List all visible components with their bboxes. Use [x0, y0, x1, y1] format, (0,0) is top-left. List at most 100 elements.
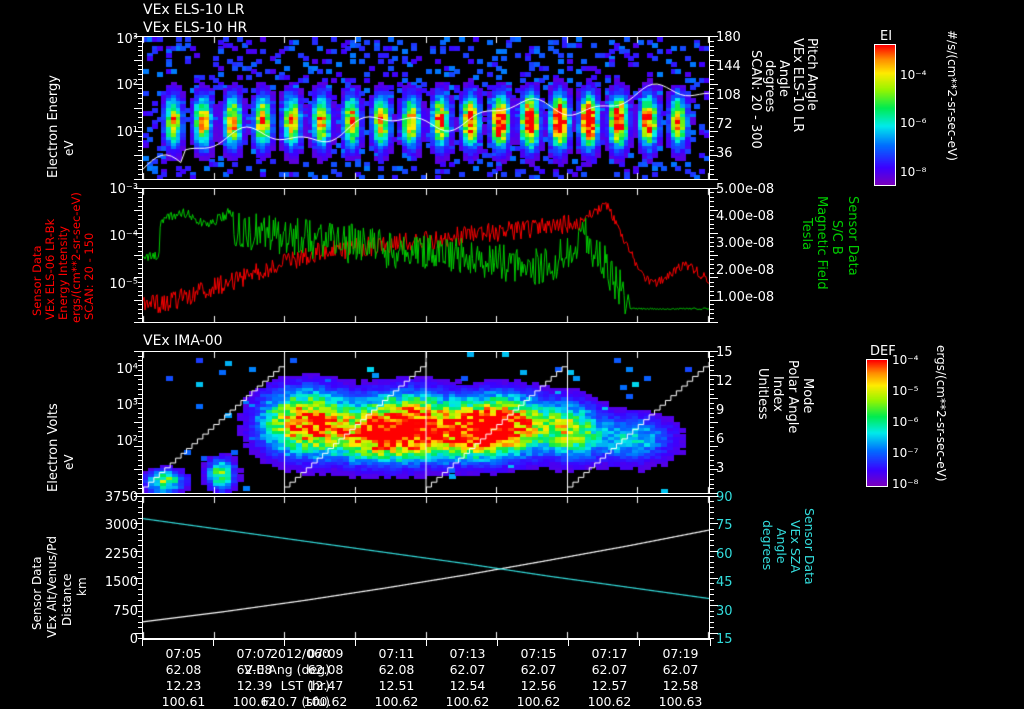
axis-tick: [134, 210, 142, 211]
axis-tick: [138, 304, 142, 305]
axis-tick: [134, 375, 142, 376]
panel3-canvas: [143, 352, 709, 493]
axis-tick: [138, 479, 142, 480]
panel1-right-axis-scan: SCAN: 20 - 300: [748, 50, 763, 149]
axis-tick: [138, 228, 142, 229]
axis-tick: [138, 436, 142, 437]
axis-tick: [710, 417, 714, 418]
axis-tick: [710, 224, 714, 225]
axis-tick: [710, 578, 718, 579]
footer-cell: 62.08: [378, 662, 415, 677]
axis-tick: [138, 594, 142, 595]
panel3-colorbar-gradient: [867, 360, 887, 486]
panel2-y2tick-1: 4.00e-08: [716, 209, 775, 224]
footer-cell: 100.62: [445, 694, 490, 709]
axis-tick: [138, 46, 142, 47]
axis-tick: [710, 246, 714, 247]
panel3-colorbar-tick-2: 10⁻⁶: [892, 415, 919, 429]
axis-tick: [138, 450, 142, 451]
axis-tick: [138, 427, 142, 428]
axis-tick: [138, 567, 142, 568]
axis-tick: [710, 484, 714, 485]
panel4-left-axis-title: Sensor Data: [30, 556, 44, 630]
axis-tick: [710, 413, 714, 414]
axis-tick: [710, 103, 714, 104]
axis-tick: [138, 356, 142, 357]
axis-tick: [710, 501, 714, 502]
axis-tick: [710, 291, 714, 292]
panel1-right-axis-subtitle: VEx ELS-10 LR: [790, 38, 805, 133]
axis-tick: [138, 318, 142, 319]
footer-cell: 12.58: [662, 678, 699, 693]
axis-tick: [710, 465, 714, 466]
axis-tick: [134, 108, 142, 109]
panel1-ytick-2: 10¹: [116, 125, 138, 140]
panel1-y2tick-2: 108: [716, 88, 741, 103]
panel4-ytick-2: 2250: [104, 547, 138, 562]
axis-tick: [710, 286, 714, 287]
axis-tick: [710, 169, 714, 170]
panel3-right-axis-index: Index: [770, 376, 785, 412]
panel2-plot-area: [142, 188, 710, 323]
axis-tick: [134, 446, 142, 447]
time-axis-tick: [355, 639, 356, 646]
time-axis-line: [142, 639, 711, 640]
axis-tick: [710, 131, 718, 132]
axis-tick: [710, 360, 714, 361]
panel1-colorbar-title: EI: [880, 29, 893, 44]
panel3-colorbar: [866, 359, 888, 487]
panel2-y2tick-4: 1.00e-08: [716, 290, 775, 305]
axis-tick: [710, 228, 714, 229]
panel1-right-axis-units: degrees: [762, 60, 777, 113]
axis-tick: [138, 206, 142, 207]
panel3-colorbar-tick-4: 10⁻⁸: [892, 477, 919, 491]
axis-tick: [138, 638, 142, 639]
axis-tick: [710, 529, 714, 530]
axis-tick: [138, 583, 142, 584]
axis-tick: [138, 69, 142, 70]
axis-tick: [710, 165, 714, 166]
panel3-y2tick-4: 3: [716, 461, 725, 476]
panel2-left-axis-units: ergs/(cm**2-sr-sec-eV): [69, 192, 83, 323]
axis-tick: [710, 50, 714, 51]
footer-cell: 62.07: [591, 662, 628, 677]
axis-tick: [134, 398, 142, 399]
axis-tick: [134, 233, 142, 234]
panel4-left-axis-quantity: Distance: [60, 573, 74, 626]
panel3-ytick-1: 10³: [116, 398, 138, 413]
axis-tick: [710, 160, 714, 161]
time-axis-tick: [213, 639, 214, 646]
panel3-ytick-0: 10⁴: [116, 362, 138, 377]
axis-tick: [138, 394, 142, 395]
panel4-y2tick-0: 90: [716, 490, 733, 505]
footer-cell: 62.07: [449, 662, 486, 677]
axis-tick: [710, 192, 714, 193]
panel2-right-axis-quantity: Magnetic Field: [814, 196, 829, 290]
footer-cell: 12.39: [236, 678, 273, 693]
axis-tick: [138, 50, 142, 51]
axis-tick: [710, 93, 714, 94]
axis-tick: [710, 488, 714, 489]
axis-tick: [138, 365, 142, 366]
axis-tick: [710, 507, 714, 508]
panel3-y2tick-0: 15: [716, 345, 733, 360]
panel4-canvas: [143, 497, 709, 638]
axis-tick: [138, 174, 142, 175]
axis-tick: [710, 136, 714, 137]
axis-tick: [138, 379, 142, 380]
panel4-right-axis-quantity: Angle: [774, 528, 789, 564]
axis-tick: [710, 384, 714, 385]
axis-tick: [134, 255, 142, 256]
panel4-ytick-0: 3750: [104, 490, 138, 505]
axis-tick: [134, 496, 142, 497]
axis-tick: [138, 474, 142, 475]
axis-tick: [134, 493, 142, 494]
axis-tick: [710, 351, 718, 352]
axis-tick: [138, 572, 142, 573]
axis-tick: [710, 403, 714, 404]
panel4-left-axis-units: km: [75, 577, 89, 596]
footer-cell: 07:11: [378, 646, 415, 661]
panel4-y2tick-3: 45: [716, 575, 733, 590]
axis-tick: [138, 93, 142, 94]
panel3-colorbar-unit: ergs/(cm**2-sr-sec-eV): [934, 345, 948, 482]
